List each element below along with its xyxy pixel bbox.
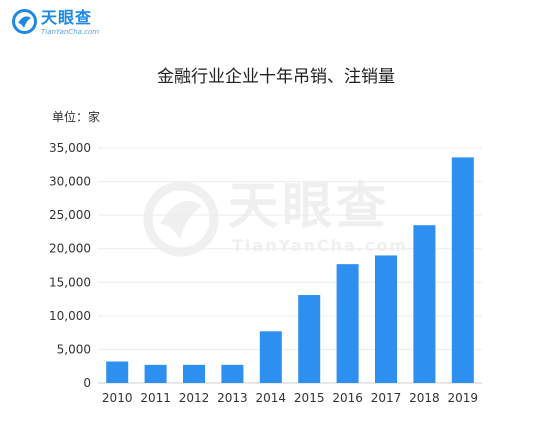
- bars: [106, 157, 474, 383]
- y-tick-labels: 0 5,000 10,000 15,000 20,000 25,000 30,000 35,0…: [49, 141, 91, 390]
- tianyancha-logo-icon: [12, 9, 37, 34]
- x-tick-label: 2014: [256, 391, 287, 405]
- y-tick-label: 20,000: [49, 242, 91, 256]
- x-tick-label: 2011: [140, 391, 171, 405]
- y-tick-label: 35,000: [49, 141, 91, 155]
- logo-name: 天眼查: [41, 8, 93, 27]
- bar-2015: [298, 295, 321, 383]
- x-tick-label: 2013: [217, 391, 248, 405]
- bar-2017: [375, 255, 397, 383]
- bar-2018: [413, 225, 436, 383]
- y-tick-label: 15,000: [49, 275, 91, 289]
- chart-title: 金融行业企业十年吊销、注销量: [157, 67, 395, 87]
- x-tick-label: 2012: [179, 391, 210, 405]
- x-tick-label: 2010: [102, 391, 133, 405]
- brand-logo: 天眼查 TianYanCha.com: [12, 8, 132, 40]
- unit-label: 单位：家: [52, 110, 101, 124]
- bar-2014: [259, 331, 282, 383]
- bar-2016: [336, 264, 359, 383]
- x-tick-label: 2016: [332, 391, 363, 405]
- bar-2013: [221, 364, 244, 383]
- y-tick-label: 5,000: [57, 342, 91, 356]
- x-tick-labels: 2010 2011 2012 2013 2014 2015 2016 2017 2018 2019: [102, 391, 478, 405]
- x-tick-label: 2018: [409, 391, 440, 405]
- logo-domain: TianYanCha.com: [41, 28, 100, 36]
- bar-2010: [106, 361, 129, 383]
- bar-2012: [183, 364, 205, 383]
- x-tick-label: 2019: [448, 391, 479, 405]
- y-tick-label: 0: [83, 376, 91, 390]
- y-tick-label: 30,000: [49, 175, 91, 189]
- bar-2011: [144, 364, 167, 383]
- y-tick-label: 25,000: [49, 208, 91, 222]
- x-tick-label: 2017: [371, 391, 402, 405]
- y-tick-label: 10,000: [49, 309, 91, 323]
- bar-2019: [451, 157, 474, 383]
- x-tick-label: 2015: [294, 391, 325, 405]
